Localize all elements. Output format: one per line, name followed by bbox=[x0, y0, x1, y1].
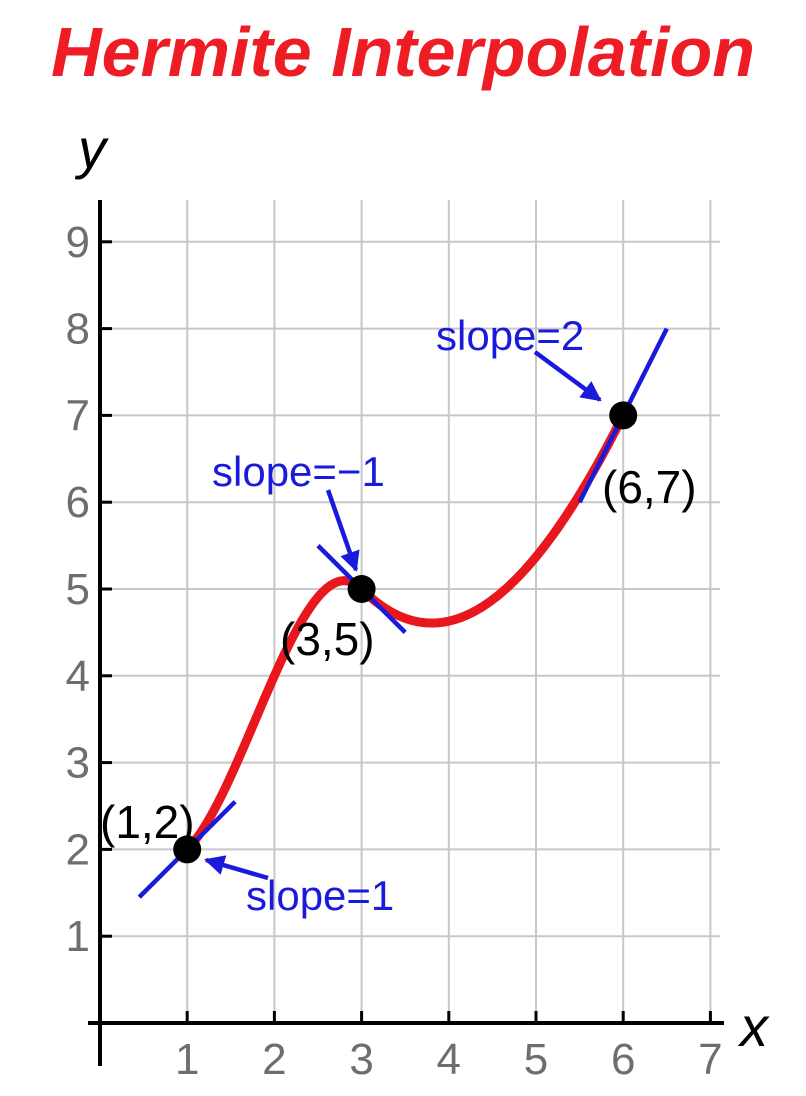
y-tick-label: 5 bbox=[66, 565, 90, 614]
slope-label-2: slope=−1 bbox=[212, 448, 385, 495]
x-axis-label: x bbox=[737, 995, 770, 1058]
x-tick-label: 7 bbox=[698, 1035, 722, 1084]
y-tick-label: 1 bbox=[66, 912, 90, 961]
label-layer: (1,2) (3,5) (6,7) slope=1 slope=−1 slope=2 bbox=[100, 312, 697, 919]
data-point-2 bbox=[347, 575, 376, 603]
slope-arrow-2 bbox=[325, 489, 360, 572]
point-label-2: (3,5) bbox=[280, 613, 375, 665]
y-tick-label: 4 bbox=[66, 652, 90, 701]
y-axis-label: y bbox=[74, 117, 109, 180]
slope-label-1: slope=1 bbox=[246, 872, 394, 919]
y-tick-label: 3 bbox=[66, 739, 90, 788]
point-label-3: (6,7) bbox=[602, 461, 697, 513]
x-tick-label: 3 bbox=[349, 1035, 373, 1084]
y-tick-label: 8 bbox=[66, 305, 90, 354]
point-label-1: (1,2) bbox=[100, 796, 195, 848]
x-tick-label: 6 bbox=[611, 1035, 635, 1084]
y-tick-label: 9 bbox=[66, 218, 90, 267]
point-layer bbox=[173, 401, 638, 864]
slope-arrow-1 bbox=[204, 855, 269, 881]
data-point-1 bbox=[173, 835, 202, 864]
chart-title: Hermite Interpolation bbox=[51, 13, 755, 91]
y-tick-label: 6 bbox=[66, 478, 90, 527]
y-tick-label: 2 bbox=[66, 825, 90, 874]
y-tick-label: 7 bbox=[66, 391, 90, 440]
data-point-3 bbox=[609, 401, 638, 430]
x-tick-label: 4 bbox=[437, 1035, 461, 1084]
slope-label-3: slope=2 bbox=[436, 312, 584, 359]
x-tick-label: 2 bbox=[262, 1035, 286, 1084]
x-tick-label: 5 bbox=[524, 1035, 548, 1084]
x-tick-label: 1 bbox=[175, 1035, 199, 1084]
axes: 1 2 3 4 5 6 7 1 2 3 4 5 6 7 8 9 x y bbox=[66, 117, 770, 1084]
slope-arrow-3 bbox=[533, 350, 602, 402]
grid bbox=[100, 200, 720, 1023]
